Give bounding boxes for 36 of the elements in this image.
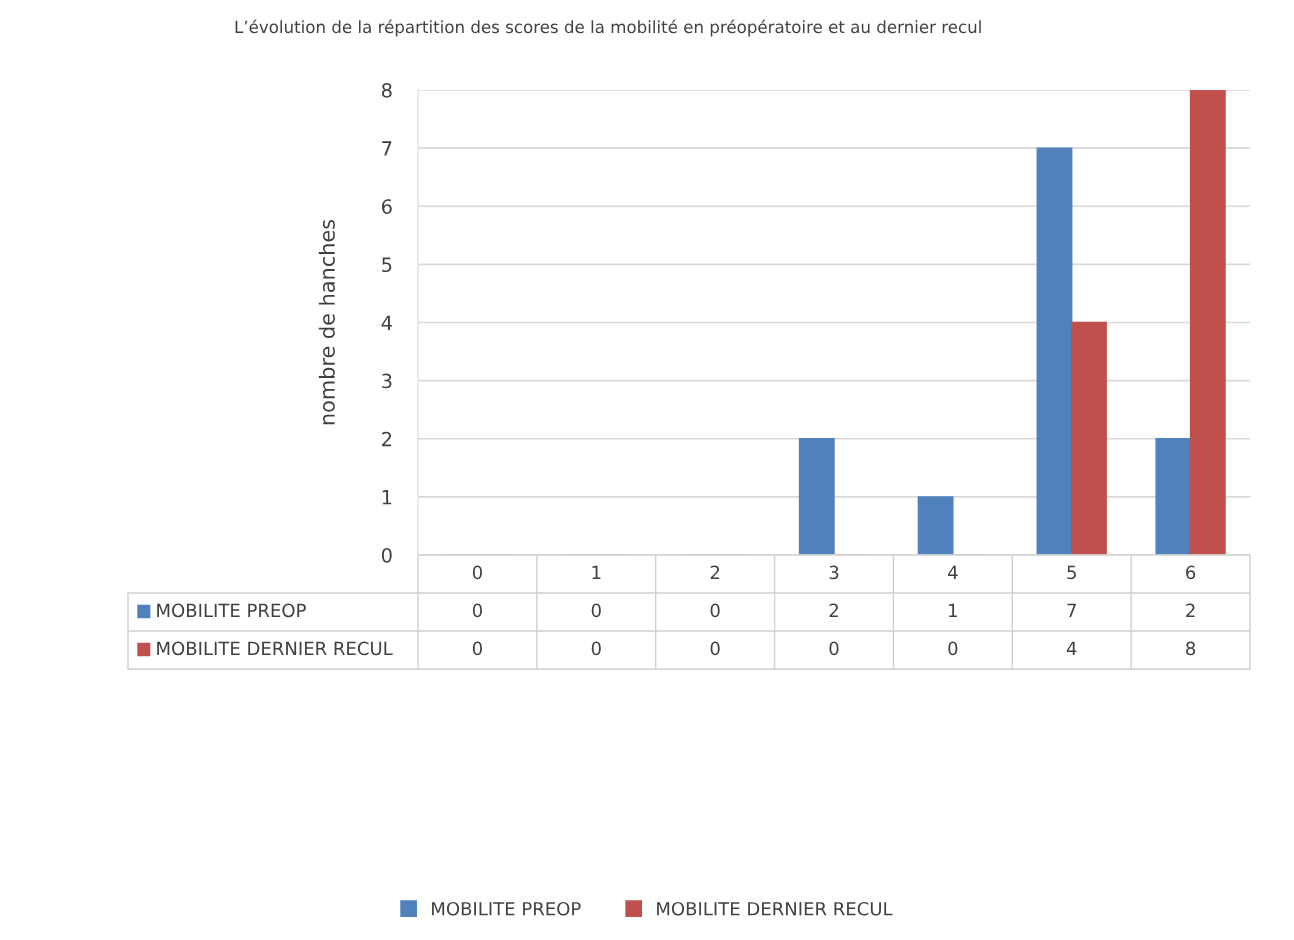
data-label: 0 [472,603,482,618]
legend-label: MOBILITE DERNIER RECUL [157,641,393,656]
x-tick-label: 3 [829,565,839,580]
y-tick-label: 8 [381,82,392,98]
y-tick-label: 0 [381,547,392,563]
data-label: 0 [829,641,839,656]
y-tick-label: 2 [382,431,392,447]
y-tick-label: 3 [382,373,392,389]
data-label: 8 [1186,641,1196,656]
legend-label: MOBILITE PREOP [157,603,306,618]
data-label: 1 [949,603,957,617]
text: MOBILITE PREOP [432,901,581,916]
y-tick-label: 7 [382,141,392,156]
data-label: 4 [1066,641,1077,655]
data-label: 7 [1067,603,1076,617]
data-label: 0 [948,641,958,656]
x-tick-label: 1 [592,565,601,579]
data-label: 2 [829,603,838,617]
data-label: 0 [591,603,601,618]
data-label: 0 [710,641,720,656]
x-tick-label: 5 [1067,565,1076,580]
y-tick-label: 4 [381,315,392,330]
x-tick-label: 0 [472,565,482,580]
data-label: 0 [710,603,720,618]
y-tick-label: 1 [382,490,392,505]
data-label: 2 [1186,603,1195,617]
data-label: 0 [591,641,601,656]
x-tick-label: 6 [1186,565,1196,580]
chart-title: L’évolution de la répartition des scores de la mobilité en préopératoire et au dernier recul [235,19,981,37]
y-axis-title: nombre de hanches [318,219,335,425]
data-label: 0 [472,641,482,656]
y-tick-label: 6 [381,199,392,214]
x-tick-label: 4 [948,565,958,579]
y-tick-label: 5 [382,257,392,273]
text: MOBILITE DERNIER RECUL [657,901,893,916]
x-tick-label: 2 [710,565,720,579]
